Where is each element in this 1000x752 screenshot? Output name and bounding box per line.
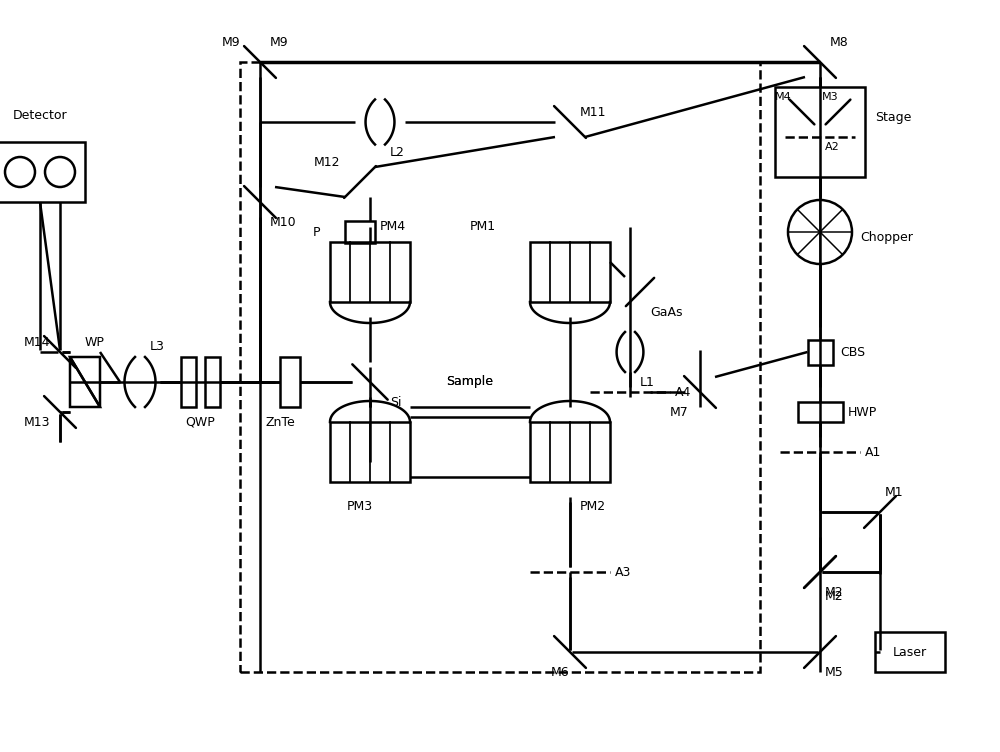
Bar [280,357,300,407]
Text: PM4: PM4 [380,220,406,234]
Text: Sample: Sample [446,375,494,389]
Text: M10: M10 [270,216,297,229]
Text: PM2: PM2 [580,501,606,514]
Text: Chopper: Chopper [860,231,913,244]
Text: L2: L2 [390,145,405,159]
Text: A2: A2 [825,142,840,152]
Text: CBS: CBS [840,345,865,359]
Bar [798,402,842,422]
Text: M3: M3 [822,92,839,102]
Text: QWP: QWP [185,416,215,429]
Text: Stage: Stage [875,111,911,123]
Text: M11: M11 [580,105,606,119]
Text: WP: WP [85,335,105,348]
Text: GaAs: GaAs [650,305,682,319]
Bar [180,357,196,407]
Text: M14: M14 [24,335,50,348]
Text: M2: M2 [825,586,844,599]
Bar [0,142,85,202]
Bar [875,632,945,672]
Text: M7: M7 [670,405,689,419]
Text: Detector: Detector [13,109,67,122]
Text: PM3: PM3 [347,501,373,514]
Bar [808,339,832,365]
Bar [530,422,610,482]
Text: A1: A1 [865,445,881,459]
Text: M1: M1 [885,486,904,499]
Text: HWP: HWP [848,405,877,419]
Text: M9: M9 [221,35,240,48]
Text: M13: M13 [24,416,50,429]
Text: L3: L3 [150,341,165,353]
Text: M6: M6 [551,666,569,678]
Text: Laser: Laser [893,645,927,659]
Text: P: P [312,226,320,238]
Bar [530,242,610,302]
Text: Sample: Sample [446,375,494,389]
Text: M9: M9 [270,35,289,48]
Text: M12: M12 [314,156,340,168]
Text: PM1: PM1 [470,220,496,234]
Text: M8: M8 [830,35,849,48]
Bar [330,422,410,482]
Bar [775,87,865,177]
Text: M2: M2 [825,590,844,604]
Text: M4: M4 [775,92,792,102]
Bar [345,221,375,243]
Bar [240,62,760,672]
Text: A4: A4 [675,386,691,399]
Bar [330,242,410,302]
Text: L1: L1 [640,375,655,389]
Bar [205,357,220,407]
Text: A3: A3 [615,566,631,578]
Text: Si: Si [390,396,402,408]
Text: M5: M5 [825,666,844,678]
Text: ZnTe: ZnTe [265,416,295,429]
